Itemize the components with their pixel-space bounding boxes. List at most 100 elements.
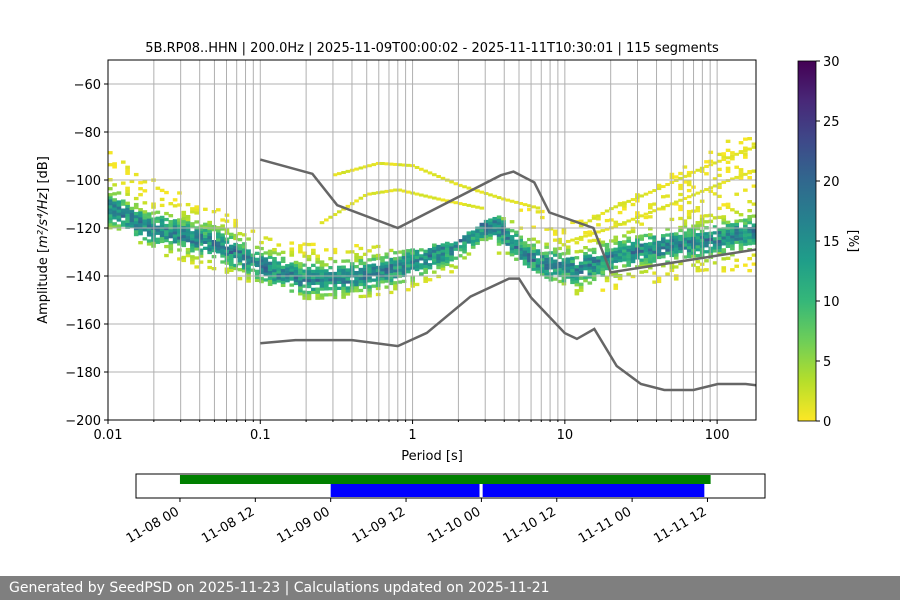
heatmap-cell [384,189,390,193]
heatmap-cell [146,215,152,219]
heatmap-cell [678,183,683,188]
heatmap-cell [112,183,117,187]
heatmap-cell [267,276,273,280]
heatmap-cell [721,233,727,237]
heatmap-cell [432,255,437,259]
heatmap-cell [708,163,714,167]
heatmap-cell [704,241,709,245]
heatmap-cell [734,152,740,156]
heatmap-cell [665,251,670,255]
heatmap-cell [358,288,364,293]
heatmap-cell [574,237,580,241]
heatmap-cell [725,244,731,248]
heatmap-cell [656,246,662,251]
heatmap-cell [751,169,756,173]
heatmap-cell [565,239,571,243]
heatmap-cell [652,256,657,260]
heatmap-cell [138,193,143,197]
heatmap-cell [108,205,113,209]
heatmap-cell [233,254,238,259]
heatmap-cell [721,242,727,246]
heatmap-cell [695,242,701,246]
heatmap-cell [751,232,756,236]
heatmap-cell [298,271,303,275]
heatmap-cell [198,233,204,237]
heatmap-cell [263,251,269,255]
heatmap-cell [267,252,273,256]
heatmap-cell [721,152,727,156]
heatmap-cell [354,256,359,260]
heatmap-cell [298,292,303,296]
heatmap-cell [652,280,657,284]
heatmap-cell [177,239,182,243]
heatmap-cell [362,282,368,286]
heatmap-cell [427,278,433,282]
heatmap-cell [423,264,428,268]
heatmap-cell [600,264,606,268]
heatmap-cell [557,252,562,257]
heatmap-cell [362,285,368,289]
heatmap-cell [596,259,601,263]
x-tick-label: 10 [557,428,574,443]
heatmap-cell [630,226,636,231]
heatmap-cell [397,265,403,269]
heatmap-cell [315,287,320,291]
heatmap-cell [341,286,346,290]
heatmap-cell [345,280,351,284]
heatmap-cell [112,204,117,208]
heatmap-cell [241,254,247,258]
heatmap-cell [190,249,195,253]
heatmap-cell [414,264,420,269]
heatmap-cell [509,253,515,257]
heatmap-cell [108,196,113,200]
heatmap-cell [198,227,204,231]
heatmap-cell [622,258,627,262]
heatmap-cell [406,249,411,253]
heatmap-cell [362,273,368,277]
heatmap-cell [341,171,346,175]
heatmap-cell [544,251,549,255]
heatmap-cell [220,239,225,243]
x-tick-label: 0.01 [94,428,123,443]
heatmap-cell [371,278,377,282]
heatmap-cell [496,233,502,237]
heatmap-cell [172,219,178,223]
heatmap-cell [345,286,351,290]
heatmap-cell [505,242,511,246]
heatmap-cell [280,256,286,261]
heatmap-cell [669,238,675,243]
heatmap-cell [133,217,139,222]
heatmap-cell [185,214,191,219]
heatmap-cell [743,224,748,228]
heatmap-cell [609,260,614,264]
heatmap-cell [142,213,148,217]
heatmap-cell [125,213,130,217]
heatmap-cell [228,262,234,266]
heatmap-cell [324,269,329,273]
heatmap-cell [241,248,247,252]
heatmap-cell [146,221,152,225]
heatmap-cell [751,202,756,206]
heatmap-cell [384,261,390,265]
heatmap-cell [298,265,303,269]
heatmap-cell [639,252,644,256]
heatmap-cell [574,280,580,284]
heatmap-cell [540,254,545,259]
heatmap-cell [721,227,727,231]
heatmap-cell [440,243,446,247]
heatmap-cell [557,240,562,245]
heatmap-cell [185,235,191,240]
heatmap-cell [678,228,683,233]
heatmap-cell [332,280,338,285]
heatmap-cell [717,194,722,199]
heatmap-cell [108,151,113,155]
heatmap-cell [324,263,329,267]
heatmap-cell [449,246,454,250]
heatmap-cell [280,268,286,273]
heatmap-cell [457,239,463,243]
heatmap-cell [112,192,117,196]
heatmap-cell [444,262,450,267]
heatmap-cell [159,197,165,202]
heatmap-cell [177,236,182,240]
heatmap-cell [164,232,169,237]
